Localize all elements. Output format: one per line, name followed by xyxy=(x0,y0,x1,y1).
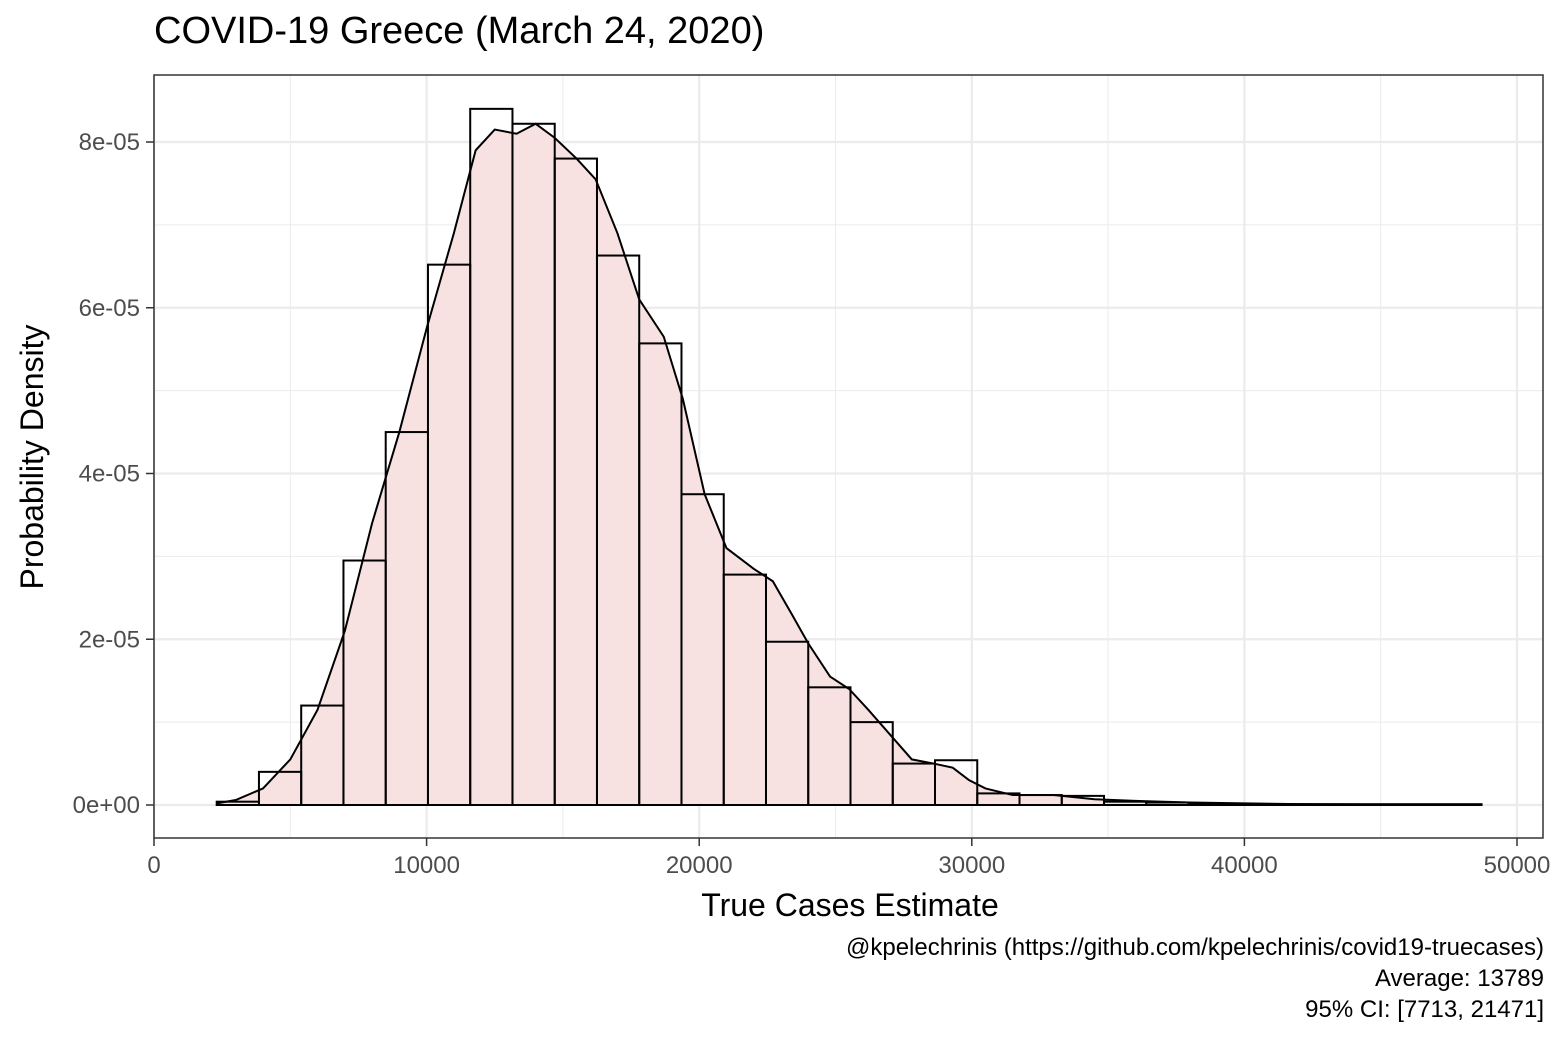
axis-ticks: 0 10000 20000 30000 40000 50000 0e+00 2e-05 4e-0… xyxy=(73,129,1551,879)
caption-ci: 95% CI: [7713, 21471] xyxy=(1305,996,1544,1023)
x-tick-label: 10000 xyxy=(393,852,460,879)
y-axis-label: Probability Density xyxy=(14,325,50,590)
y-tick-label: 8e-05 xyxy=(79,129,140,156)
y-tick-label: 4e-05 xyxy=(79,461,140,488)
caption: @kpelechrinis (https://github.com/kpelec… xyxy=(846,932,1544,1025)
density-fill xyxy=(216,123,1482,805)
histogram-bar xyxy=(1187,803,1232,807)
y-tick-label: 2e-05 xyxy=(79,626,140,653)
histogram-bar xyxy=(933,759,979,806)
x-axis-label: True Cases Estimate xyxy=(701,887,999,923)
chart-title: COVID-19 Greece (March 24, 2020) xyxy=(154,10,765,52)
x-tick-label: 40000 xyxy=(1211,852,1278,879)
density-curve xyxy=(216,122,1482,806)
y-tick-label: 6e-05 xyxy=(79,295,140,322)
x-tick-label: 0 xyxy=(147,852,160,879)
plot-panel xyxy=(153,74,1544,839)
x-tick-label: 20000 xyxy=(666,852,733,879)
x-tick-label: 50000 xyxy=(1484,852,1551,879)
caption-attribution: @kpelechrinis (https://github.com/kpelec… xyxy=(845,934,1544,961)
caption-average: Average: 13789 xyxy=(1374,965,1544,992)
histogram-bars xyxy=(215,107,1483,807)
y-tick-label: 0e+00 xyxy=(73,792,140,819)
x-tick-label: 30000 xyxy=(938,852,1005,879)
